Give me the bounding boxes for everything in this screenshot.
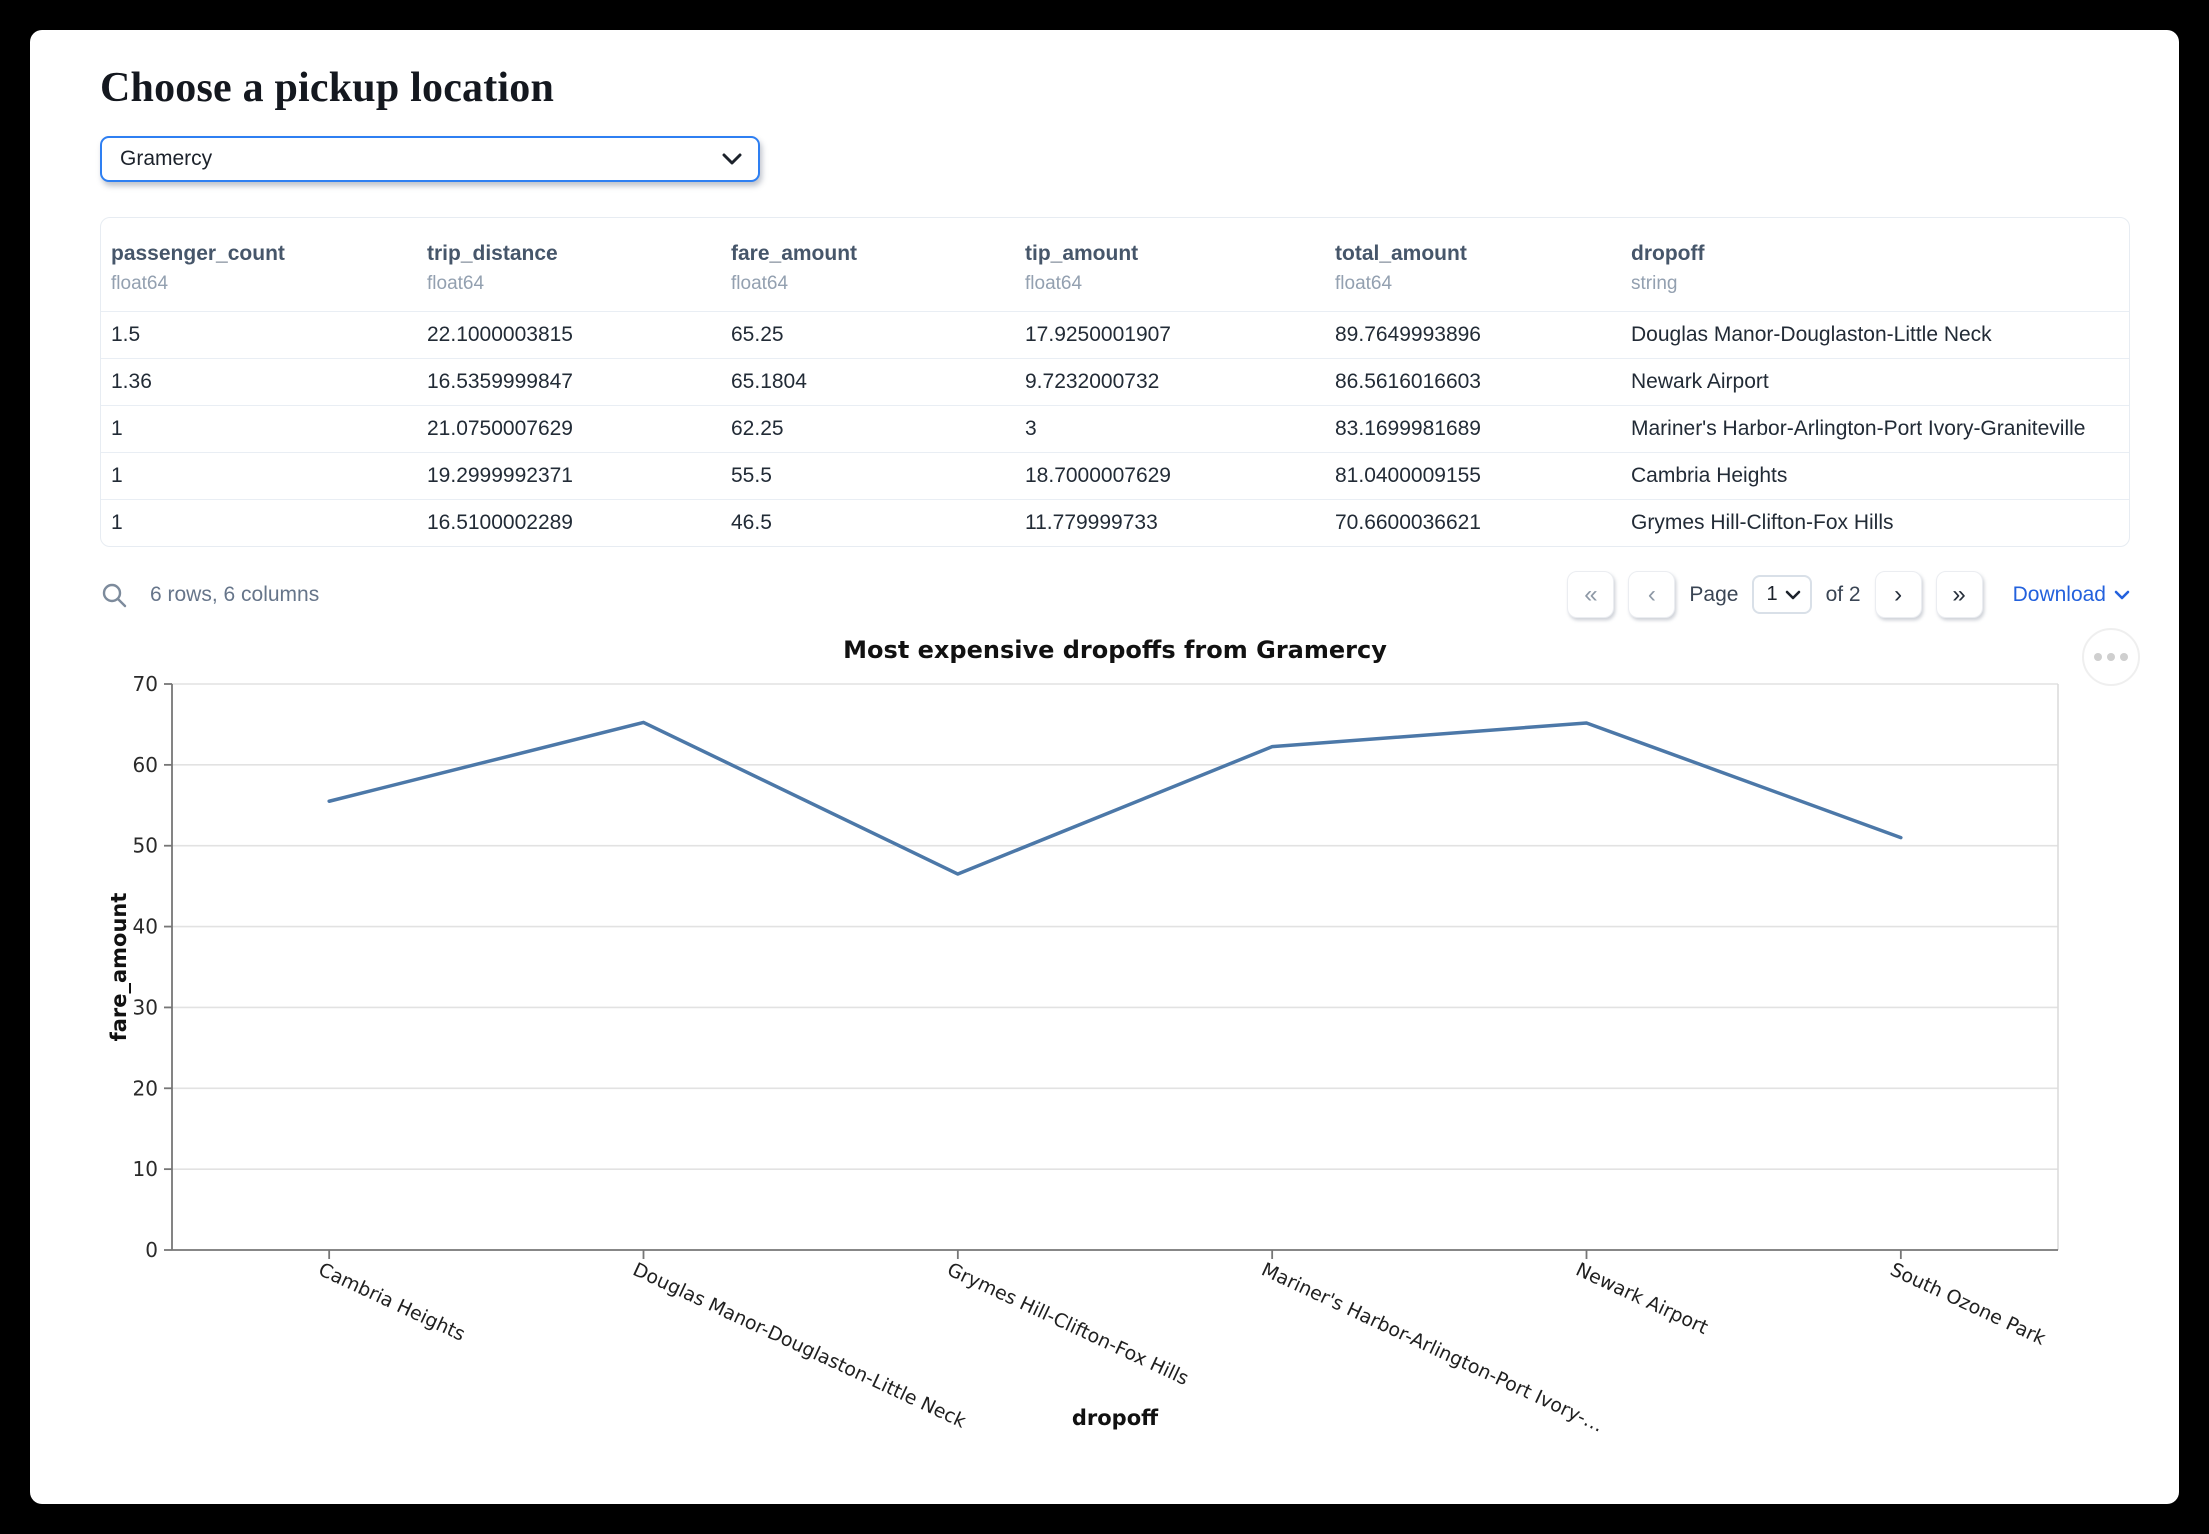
- table-cell: 86.5616016603: [1335, 370, 1481, 393]
- column-header-trip_distance[interactable]: trip_distance float64: [417, 242, 721, 295]
- table-cell: 70.6600036621: [1335, 511, 1481, 534]
- column-name: tip_amount: [1025, 242, 1139, 265]
- svg-text:40: 40: [133, 915, 158, 939]
- table-cell: 1: [111, 511, 123, 534]
- table-cell: 11.779999733: [1025, 511, 1158, 534]
- svg-text:0: 0: [145, 1238, 158, 1262]
- table-cell: Douglas Manor-Douglaston-Little Neck: [1631, 323, 1992, 346]
- row-column-count: 6 rows, 6 columns: [150, 582, 320, 606]
- table-cell: Cambria Heights: [1631, 464, 1788, 487]
- table-cell: 16.5100002289: [427, 511, 573, 534]
- svg-text:60: 60: [133, 753, 158, 777]
- chart-title: Most expensive dropoffs from Gramercy: [843, 636, 1387, 664]
- column-dtype: float64: [731, 273, 789, 294]
- column-header-fare_amount[interactable]: fare_amount float64: [721, 242, 1015, 295]
- page-title: Choose a pickup location: [100, 65, 555, 111]
- table-cell: 19.2999992371: [427, 464, 573, 487]
- last-page-button[interactable]: »: [1935, 571, 1983, 618]
- svg-text:Cambria Heights: Cambria Heights: [315, 1259, 468, 1346]
- page-number-value: 1: [1766, 583, 1778, 605]
- table-cell: 1: [111, 464, 123, 487]
- svg-text:10: 10: [133, 1157, 158, 1181]
- table-cell: Newark Airport: [1631, 370, 1769, 393]
- previous-page-button[interactable]: ‹: [1628, 571, 1676, 618]
- table-row: 1 19.2999992371 55.5 18.7000007629 81.040000…: [101, 452, 2129, 499]
- pickup-location-value: Gramercy: [120, 147, 213, 170]
- table-cell: 1.5: [111, 323, 141, 346]
- fare-line-series: [327, 720, 1903, 876]
- table-row: 1.5 22.1000003815 65.25 17.9250001907 89.764…: [101, 311, 2129, 358]
- chevron-down-icon: [2114, 590, 2130, 599]
- table-cell: 65.25: [731, 323, 784, 346]
- gridlines: [172, 683, 2059, 1250]
- table-footer: 6 rows, 6 columns « ‹ Page 1 of 2 › » Do…: [100, 571, 2130, 618]
- svg-text:30: 30: [133, 995, 158, 1019]
- page-label: Page: [1689, 582, 1739, 606]
- table-cell: 3: [1025, 417, 1037, 440]
- table-cell: 21.0750007629: [427, 417, 573, 440]
- table-cell: 1: [111, 417, 123, 440]
- svg-text:50: 50: [133, 834, 158, 858]
- first-page-button[interactable]: «: [1567, 571, 1615, 618]
- svg-text:Grymes Hill-Clifton-Fox Hills: Grymes Hill-Clifton-Fox Hills: [944, 1259, 1192, 1390]
- svg-text:Newark Airport: Newark Airport: [1572, 1259, 1711, 1339]
- column-dtype: float64: [111, 273, 169, 294]
- table-cell: 18.7000007629: [1025, 464, 1171, 487]
- y-axis-title: fare_amount: [107, 893, 131, 1042]
- column-dtype: string: [1631, 273, 1678, 294]
- column-header-tip_amount[interactable]: tip_amount float64: [1015, 242, 1325, 295]
- table-cell: Grymes Hill-Clifton-Fox Hills: [1631, 511, 1894, 534]
- chart-menu-button[interactable]: [2082, 628, 2140, 686]
- column-name: trip_distance: [427, 242, 558, 265]
- table-cell: 9.7232000732: [1025, 370, 1160, 393]
- table-cell: 89.7649993896: [1335, 323, 1481, 346]
- table-cell: 62.25: [731, 417, 784, 440]
- table-row: 1 16.5100002289 46.5 11.779999733 70.6600036…: [101, 499, 2129, 546]
- x-axis-title: dropoff: [1072, 1406, 1159, 1430]
- table-cell: 81.0400009155: [1335, 464, 1481, 487]
- download-button[interactable]: Download: [2013, 583, 2130, 607]
- column-header-dropoff[interactable]: dropoff string: [1621, 242, 2129, 295]
- table-cell: 17.9250001907: [1025, 323, 1171, 346]
- column-dtype: float64: [1025, 273, 1083, 294]
- column-dtype: float64: [427, 273, 485, 294]
- table-cell: 55.5: [731, 464, 772, 487]
- table-cell: Mariner's Harbor-Arlington-Port Ivory-Gr…: [1631, 417, 2086, 440]
- table-cell: 83.1699981689: [1335, 417, 1481, 440]
- search-icon[interactable]: [100, 581, 128, 609]
- chevron-down-icon: [722, 153, 742, 165]
- page-total-label: of 2: [1825, 582, 1861, 606]
- pickup-location-select[interactable]: Gramercy: [100, 136, 760, 182]
- svg-text:South Ozone Park: South Ozone Park: [1887, 1259, 2049, 1350]
- table-cell: 22.1000003815: [427, 323, 573, 346]
- table-cell: 65.1804: [731, 370, 807, 393]
- svg-text:Douglas Manor-Douglaston-Littl: Douglas Manor-Douglaston-Little Neck: [629, 1259, 969, 1433]
- table-cell: 16.5359999847: [427, 370, 573, 393]
- column-name: total_amount: [1335, 242, 1467, 265]
- column-dtype: float64: [1335, 273, 1393, 294]
- table-cell: 1.36: [111, 370, 152, 393]
- app-card: Choose a pickup location Gramercy passen…: [30, 30, 2179, 1504]
- table-body: 1.5 22.1000003815 65.25 17.9250001907 89.764…: [101, 311, 2129, 546]
- svg-text:20: 20: [133, 1076, 158, 1100]
- svg-text:70: 70: [133, 672, 158, 696]
- line-chart: 0 10 20 30 40 50 60 70 Cambria Heights Douglas Ma…: [107, 672, 2059, 1437]
- download-label: Download: [2012, 582, 2106, 606]
- page-number-select[interactable]: 1: [1752, 575, 1812, 614]
- table-row: 1 21.0750007629 62.25 3 83.1699981689 Mariner…: [101, 405, 2129, 452]
- column-name: fare_amount: [731, 242, 858, 265]
- axes: [164, 683, 2058, 1259]
- chevron-down-icon: [1785, 590, 1800, 599]
- column-header-total_amount[interactable]: total_amount float64: [1325, 242, 1621, 295]
- svg-text:Mariner's Harbor-Arlington-Por: Mariner's Harbor-Arlington-Port Ivory-…: [1258, 1259, 1607, 1437]
- column-name: passenger_count: [111, 242, 285, 265]
- column-name: dropoff: [1631, 242, 1705, 265]
- table-cell: 46.5: [731, 511, 772, 534]
- table-row: 1.36 16.5359999847 65.1804 9.7232000732 86.5…: [101, 358, 2129, 405]
- chart-section: Most expensive dropoffs from Gramercy 0 1…: [100, 628, 2140, 1462]
- column-header-passenger_count[interactable]: passenger_count float64: [101, 242, 417, 295]
- next-page-button[interactable]: ›: [1874, 571, 1922, 618]
